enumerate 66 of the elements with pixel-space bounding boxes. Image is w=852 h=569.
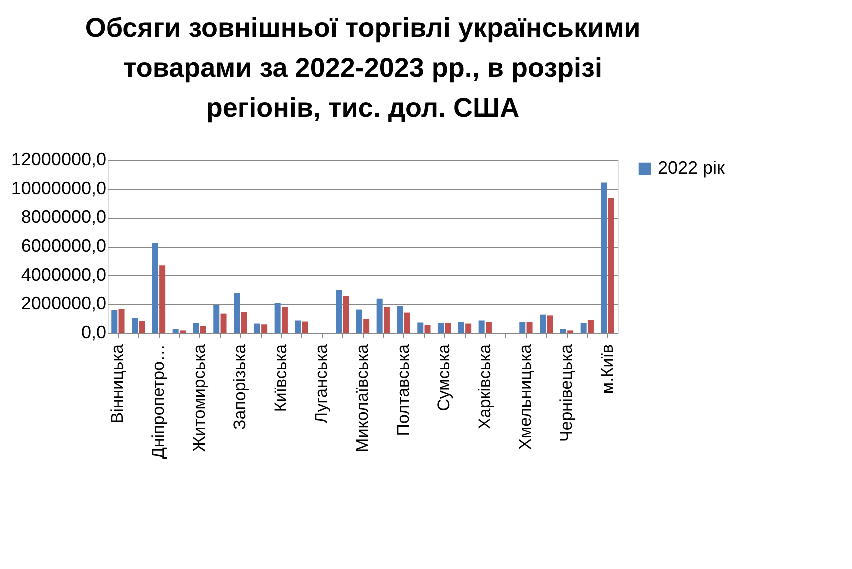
bar [152, 243, 158, 333]
bar [302, 322, 308, 333]
bar [282, 307, 288, 333]
y-tick-label: 2000000,0 [21, 294, 106, 314]
bar [241, 312, 248, 333]
x-tick-label: Житомирська [190, 344, 209, 452]
bar [254, 324, 260, 333]
bar [466, 324, 472, 333]
bar [214, 305, 220, 333]
bar [547, 316, 554, 333]
bar [560, 329, 566, 333]
bar [343, 296, 350, 333]
bar [364, 319, 370, 333]
bar [601, 182, 608, 333]
x-tick-label: Хмельницька [516, 344, 536, 450]
x-tick-label: Запорізька [230, 344, 250, 430]
bar [200, 326, 206, 333]
x-tick-label: Дніпропетро… [149, 344, 168, 460]
bar [172, 329, 179, 333]
bar [118, 309, 125, 333]
y-tick-label: 6000000,0 [21, 236, 106, 256]
bar [458, 322, 464, 333]
bar [112, 310, 118, 333]
bar [274, 303, 281, 333]
x-tick-label: Чернівецька [557, 344, 576, 442]
y-tick-label: 12000000,0 [11, 150, 106, 170]
bar [608, 198, 614, 333]
bar [336, 290, 342, 333]
bar [588, 320, 594, 333]
bar [540, 314, 546, 333]
bar [295, 320, 302, 333]
bar [234, 293, 240, 333]
bar [139, 321, 146, 333]
bar [132, 318, 138, 333]
y-tick-label: 8000000,0 [21, 207, 106, 228]
x-tick-label: Київська [271, 344, 290, 412]
x-tick-label: Харківська [475, 344, 494, 430]
x-tick-label: Луганська [312, 344, 332, 424]
y-tick-label: 0,0 [81, 322, 106, 342]
bar [397, 306, 404, 333]
bar [520, 322, 526, 333]
bar [526, 322, 533, 333]
bar [404, 312, 410, 333]
bar [220, 314, 227, 333]
bar [160, 266, 166, 333]
y-tick-label: 4000000,0 [21, 264, 106, 285]
bar [486, 322, 492, 333]
bar [478, 320, 485, 333]
bar [418, 322, 424, 333]
y-tick-label: 10000000,0 [11, 178, 106, 198]
x-tick-label: м.Київ [598, 344, 617, 394]
x-tick-label: Вінницька [108, 344, 128, 424]
x-tick-label: Миколаївська [353, 344, 372, 452]
bar [445, 323, 452, 333]
bar [580, 323, 587, 333]
bar [356, 310, 362, 333]
bar [193, 323, 200, 333]
legend-label: 2022 рік [658, 158, 726, 178]
chart-title: Обсяги зовнішньої торгівлі українськими товарами за 2022-2023 рр., в розрізі регіонів, тис. дол. США [85, 13, 641, 123]
bar [376, 298, 383, 333]
x-tick-label: Сумська [434, 344, 454, 412]
bar [262, 324, 268, 333]
bar [384, 307, 390, 333]
bar [438, 323, 444, 333]
bar [424, 325, 431, 333]
x-tick-label: Полтавська [394, 344, 413, 436]
